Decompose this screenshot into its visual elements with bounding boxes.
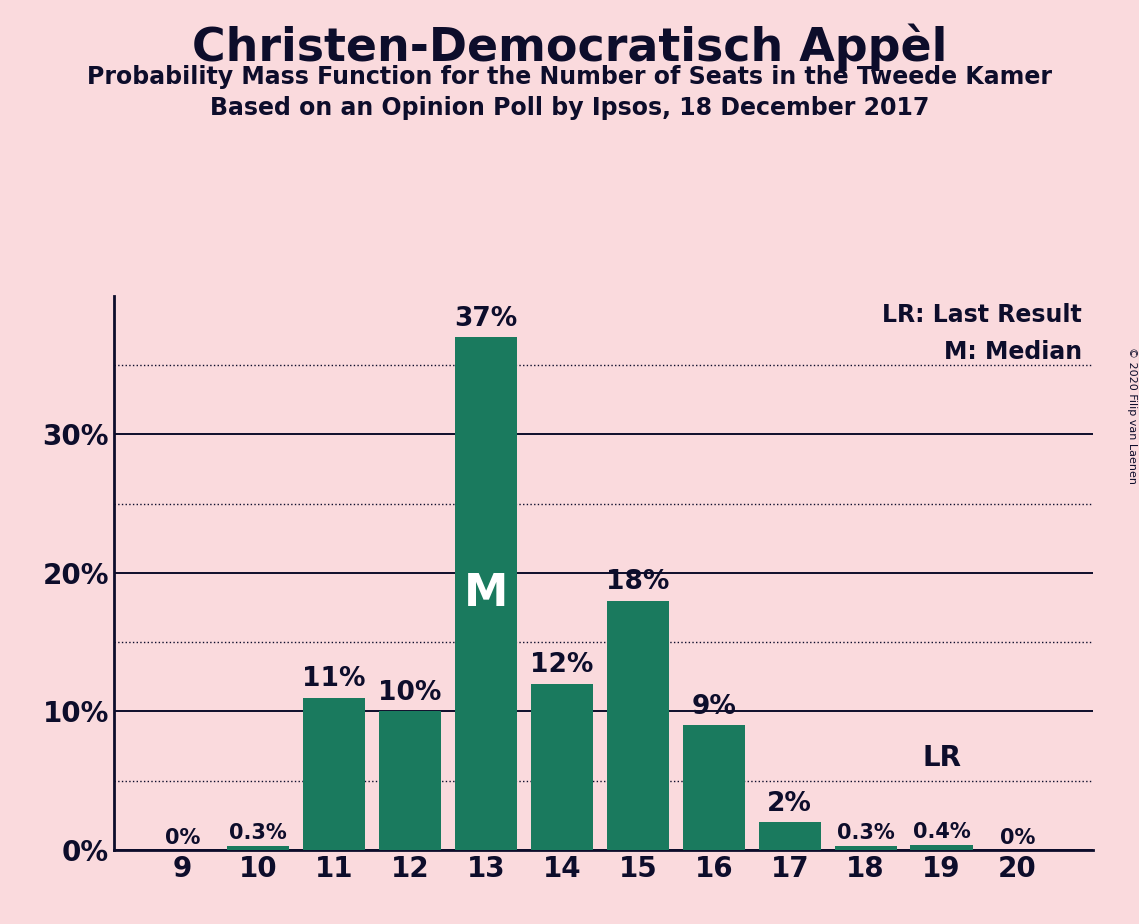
Text: 0%: 0% [1000, 828, 1035, 848]
Text: © 2020 Filip van Laenen: © 2020 Filip van Laenen [1126, 347, 1137, 484]
Bar [454, 337, 517, 850]
Bar [379, 711, 441, 850]
Text: LR: LR [923, 745, 961, 772]
Bar [759, 822, 821, 850]
Text: 11%: 11% [302, 666, 366, 692]
Text: 0.3%: 0.3% [229, 823, 287, 843]
Text: 0%: 0% [164, 828, 200, 848]
Text: M: M [464, 572, 508, 615]
Text: M: Median: M: Median [944, 340, 1082, 364]
Bar [607, 601, 669, 850]
Text: LR: Last Result: LR: Last Result [883, 303, 1082, 326]
Bar [531, 684, 593, 850]
Text: Probability Mass Function for the Number of Seats in the Tweede Kamer: Probability Mass Function for the Number… [87, 65, 1052, 89]
Text: 2%: 2% [768, 791, 812, 817]
Bar [835, 846, 896, 850]
Bar [910, 845, 973, 850]
Bar [682, 725, 745, 850]
Text: Based on an Opinion Poll by Ipsos, 18 December 2017: Based on an Opinion Poll by Ipsos, 18 De… [210, 96, 929, 120]
Text: 9%: 9% [691, 694, 736, 720]
Text: Christen-Democratisch Appèl: Christen-Democratisch Appèl [191, 23, 948, 70]
Bar [227, 846, 289, 850]
Bar [303, 698, 366, 850]
Text: 12%: 12% [531, 652, 593, 678]
Text: 0.4%: 0.4% [912, 821, 970, 842]
Text: 10%: 10% [378, 680, 442, 706]
Text: 0.3%: 0.3% [837, 823, 894, 843]
Text: 18%: 18% [606, 569, 670, 595]
Text: 37%: 37% [454, 306, 517, 332]
